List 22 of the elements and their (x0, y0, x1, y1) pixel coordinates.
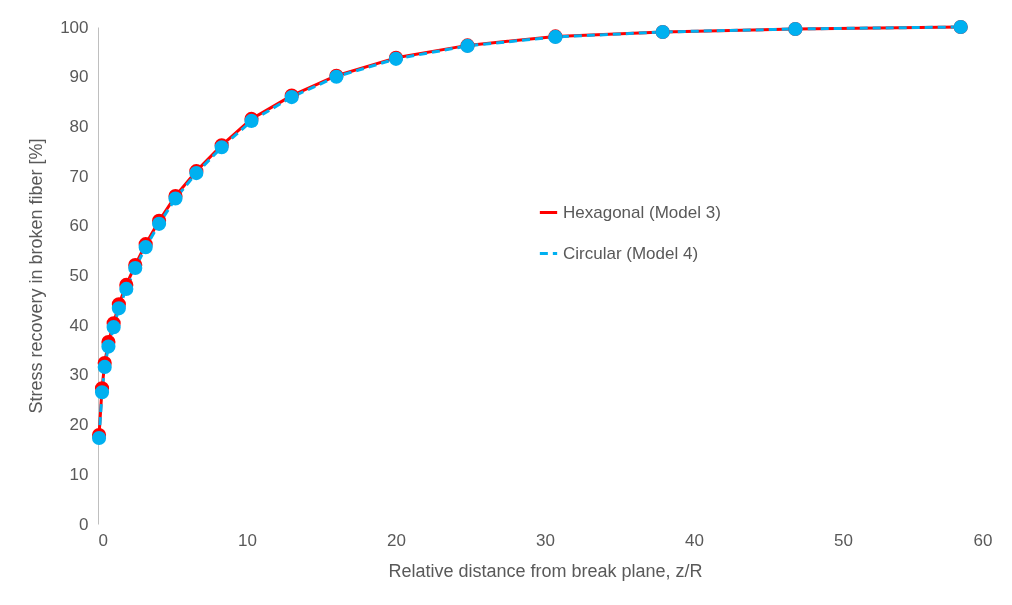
y-tick-label: 80 (69, 116, 89, 136)
legend-label: Circular (Model 4) (563, 243, 699, 263)
y-tick-label: 0 (79, 514, 89, 534)
y-tick-label: 100 (60, 17, 89, 37)
y-tick-label: 60 (69, 216, 89, 236)
y-tick-label: 10 (69, 464, 89, 484)
y-tick-label: 90 (69, 67, 89, 87)
x-tick-label: 60 (973, 530, 993, 550)
y-tick-label: 20 (69, 415, 89, 435)
x-tick-label: 0 (98, 530, 108, 550)
x-tick-label: 20 (387, 530, 406, 550)
x-tick-label: 40 (685, 530, 704, 550)
y-tick-label: 70 (69, 166, 89, 186)
y-tick-label: 40 (69, 315, 89, 335)
x-tick-label: 10 (238, 530, 257, 550)
x-tick-label: 50 (834, 530, 853, 550)
legend-label: Hexagonal (Model 3) (563, 202, 721, 222)
y-tick-label: 30 (69, 365, 89, 385)
y-axis-title: Stress recovery in broken fiber [%] (26, 138, 47, 414)
x-axis-title: Relative distance from break plane, z/R (388, 560, 703, 581)
x-tick-label: 30 (536, 530, 555, 550)
y-tick-label: 50 (69, 266, 89, 285)
